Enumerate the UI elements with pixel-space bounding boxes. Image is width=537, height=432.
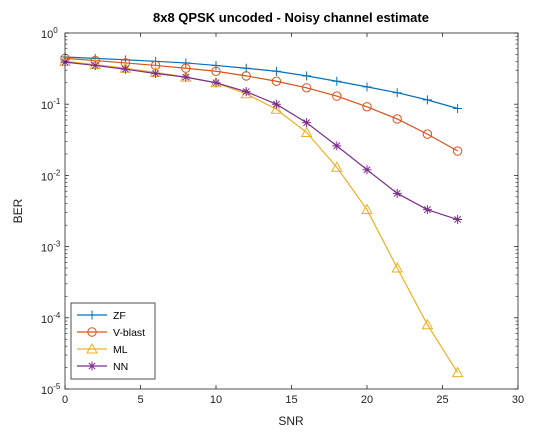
data-point-nn	[422, 205, 432, 215]
data-point-zf	[422, 95, 432, 105]
series-line-ml	[64, 60, 459, 373]
data-point-ml	[421, 318, 434, 330]
y-tick-label: 10-1	[41, 97, 61, 112]
y-tick-label: 100	[41, 26, 58, 41]
series-line-zf	[64, 56, 458, 110]
y-axis-label: BER	[11, 198, 25, 223]
data-point-nn	[453, 215, 463, 225]
data-point-zf	[332, 76, 342, 86]
axes-layer: 0 5 10 15 20 25 30 100 10-1 10-2 10-3 10-4 10-5	[41, 26, 524, 406]
data-point-zf	[211, 60, 221, 70]
legend-marker-nn	[87, 361, 97, 371]
legend-label-v-blast: V-blast	[113, 327, 145, 339]
data-point-zf	[453, 104, 463, 114]
data-point-nn	[211, 78, 221, 88]
data-point-zf	[362, 82, 372, 92]
data-point-ml	[330, 161, 343, 172]
series-line-v-blast	[64, 57, 458, 152]
data-point-v-blast	[271, 76, 282, 86]
data-point-nn	[302, 118, 312, 128]
x-tick-label: 5	[137, 394, 143, 406]
legend-marker-ml	[86, 342, 98, 354]
legend-marker-zf	[87, 310, 97, 320]
y-tick-label: 10-4	[41, 311, 61, 326]
data-point-ml	[270, 103, 283, 114]
data-point-nn	[120, 64, 130, 74]
chart-title: 8x8 QPSK uncoded - Noisy channel estimat…	[153, 10, 429, 25]
data-point-ml	[391, 262, 404, 273]
data-point-nn	[332, 141, 342, 151]
data-point-v-blast	[241, 71, 251, 81]
legend-item-zf: ZF	[77, 310, 126, 322]
data-point-v-blast	[452, 146, 463, 156]
data-point-ml	[451, 366, 464, 378]
data-point-ml	[300, 126, 313, 138]
x-tick-label: 15	[285, 394, 297, 406]
data-point-nn	[241, 87, 251, 97]
data-point-zf	[181, 58, 191, 68]
data-point-nn	[362, 165, 372, 175]
data-point-v-blast	[392, 114, 402, 124]
y-tick-label: 10-2	[41, 168, 61, 183]
series-v-blast	[60, 53, 463, 156]
legend-marker-v-blast	[87, 327, 97, 337]
data-point-zf	[302, 71, 312, 81]
data-point-nn	[90, 60, 100, 70]
data-point-v-blast	[362, 102, 372, 112]
legend-item-nn: NN	[77, 361, 128, 373]
series-layer	[59, 52, 464, 378]
data-point-v-blast	[301, 83, 312, 93]
legend-label-ml: ML	[113, 344, 128, 356]
legend-label-zf: ZF	[113, 310, 126, 322]
data-point-zf	[271, 66, 281, 76]
data-point-nn	[181, 72, 191, 82]
data-point-v-blast	[332, 91, 342, 101]
x-tick-label: 10	[210, 394, 222, 406]
data-point-zf	[392, 88, 402, 98]
series-nn	[60, 57, 463, 225]
x-axis-label: SNR	[278, 414, 304, 428]
data-point-nn	[392, 188, 402, 198]
x-tick-label: 0	[62, 394, 68, 406]
x-tick-label: 20	[361, 394, 373, 406]
data-point-v-blast	[422, 129, 433, 139]
x-tick-label: 25	[436, 394, 448, 406]
legend: ZF V-blast ML NN	[70, 302, 156, 380]
data-point-nn	[151, 68, 161, 78]
data-point-v-blast	[211, 66, 221, 76]
legend-item-v-blast: V-blast	[77, 327, 145, 339]
y-tick-label: 10-5	[41, 382, 61, 397]
y-tick-label: 10-3	[41, 240, 61, 255]
series-line-nn	[64, 61, 458, 221]
legend-label-nn: NN	[113, 361, 128, 373]
data-point-nn	[271, 99, 281, 109]
data-point-ml	[361, 203, 373, 215]
legend-item-ml: ML	[77, 342, 128, 356]
x-tick-label: 30	[512, 394, 524, 406]
